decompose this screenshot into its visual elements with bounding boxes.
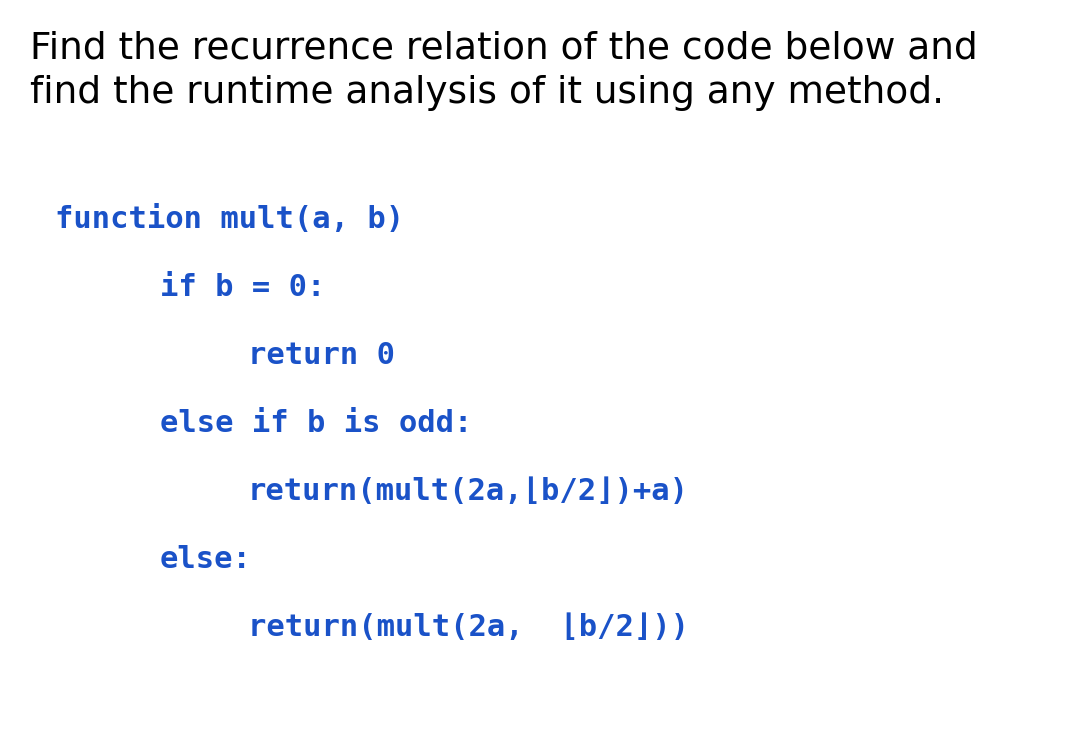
- Text: Find the recurrence relation of the code below and: Find the recurrence relation of the code…: [30, 30, 977, 66]
- Text: if b = 0:: if b = 0:: [160, 273, 325, 302]
- Text: find the runtime analysis of it using any method.: find the runtime analysis of it using an…: [30, 75, 944, 111]
- Text: else:: else:: [160, 545, 252, 574]
- Text: return(mult(2a,  ⌊b/2⌋)): return(mult(2a, ⌊b/2⌋)): [248, 613, 689, 642]
- Text: return 0: return 0: [248, 341, 395, 370]
- Text: return(mult(2a,⌊b/2⌋)+a): return(mult(2a,⌊b/2⌋)+a): [248, 477, 689, 506]
- Text: else if b is odd:: else if b is odd:: [160, 409, 472, 438]
- Text: function mult(a, b): function mult(a, b): [55, 205, 404, 234]
